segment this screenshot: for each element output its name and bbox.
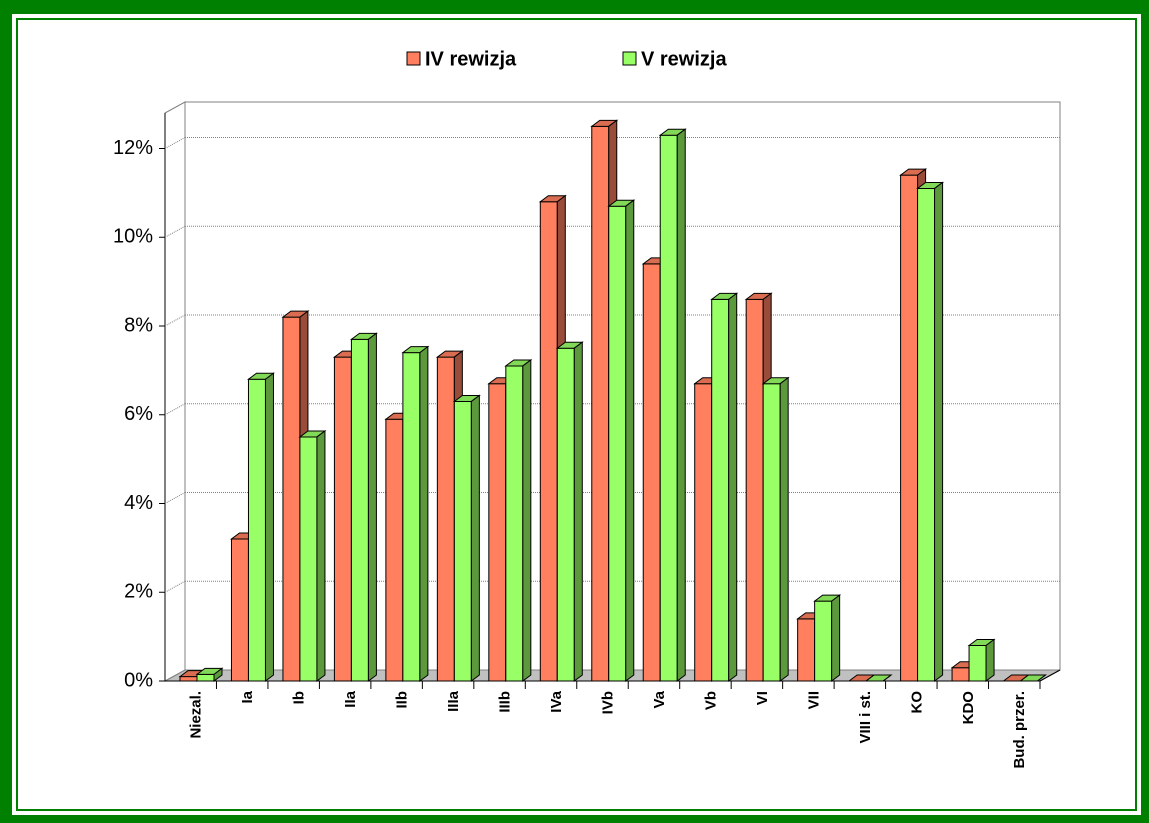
bar-front	[333, 356, 352, 682]
bar	[813, 594, 842, 682]
y-tick-label: 4%	[124, 492, 153, 514]
legend-swatch	[622, 51, 637, 66]
bar-front	[539, 201, 558, 682]
bar	[401, 345, 430, 682]
bar-front	[453, 400, 472, 682]
bar-side	[779, 376, 789, 682]
x-tick-label: IIIa	[445, 690, 462, 712]
bar	[864, 674, 893, 682]
x-tick-label: VI	[754, 691, 771, 705]
bar-front	[659, 134, 678, 682]
bar-front	[814, 600, 833, 682]
bar-front	[556, 347, 575, 682]
y-tick-label: 0%	[124, 669, 153, 691]
x-tick-label: Bud. przer.	[1011, 691, 1028, 769]
x-axis-depth	[1039, 669, 1061, 682]
legend-label: V rewizja	[641, 48, 727, 70]
bar	[916, 181, 945, 682]
x-tick-label: Ia	[239, 690, 256, 703]
bar-front	[900, 174, 919, 682]
x-tick-label: VIII i st.	[857, 691, 874, 744]
bar-front	[488, 383, 507, 682]
x-tick-label: Ib	[291, 691, 308, 704]
bar-front	[951, 667, 970, 682]
bar-side	[1037, 674, 1046, 682]
y-tick-label: 12%	[113, 137, 153, 159]
bar	[710, 292, 739, 682]
bar-side	[985, 638, 995, 682]
y-tick-label: 8%	[124, 314, 153, 336]
bar	[452, 394, 481, 682]
x-tick-label: KO	[908, 691, 925, 714]
bar-front	[968, 645, 987, 682]
bar-side	[419, 345, 429, 682]
bar-side	[573, 341, 583, 682]
bar-front	[436, 356, 455, 682]
x-tick-label: IIa	[342, 690, 359, 707]
side-wall	[164, 101, 186, 682]
bar-side	[676, 128, 686, 682]
x-tick-label: Niezal.	[188, 691, 205, 739]
bar	[607, 199, 636, 682]
bar-front	[196, 673, 215, 682]
bar-front	[402, 352, 421, 682]
bar	[658, 128, 687, 682]
y-tick-label: 2%	[124, 581, 153, 603]
x-tick-label: KDO	[960, 691, 977, 725]
bar	[1019, 674, 1048, 682]
inner-frame	[16, 18, 1137, 811]
bar-side	[728, 292, 738, 682]
x-tick-label: IIIb	[497, 691, 514, 713]
y-tick-label: 10%	[113, 226, 153, 248]
bar-side	[316, 429, 326, 682]
bar-front	[642, 263, 661, 682]
bar-front	[745, 298, 764, 682]
bar-front	[762, 383, 781, 682]
bar	[349, 332, 378, 682]
x-tick-label: IVb	[599, 691, 616, 714]
bar	[967, 638, 996, 682]
bar-front	[694, 383, 713, 682]
bar-side	[625, 199, 635, 682]
y-tick-label: 6%	[124, 403, 153, 425]
bar-side	[934, 181, 944, 682]
x-tick-label: IIb	[394, 691, 411, 709]
bar-front	[797, 618, 816, 682]
bar-front	[385, 418, 404, 682]
bar-front	[230, 538, 249, 682]
bar-side	[264, 372, 274, 682]
x-tick-label: VII	[805, 691, 822, 709]
bar	[761, 376, 790, 682]
bar-front	[179, 676, 198, 682]
x-tick-label: Vb	[702, 691, 719, 710]
legend-label: IV rewizja	[425, 48, 517, 70]
bar-front	[247, 378, 266, 682]
bar	[195, 667, 224, 682]
bar-side	[522, 358, 532, 682]
bar-side	[831, 594, 841, 682]
bar	[504, 358, 533, 682]
x-tick-label: Va	[651, 690, 668, 708]
bar-front	[917, 187, 936, 682]
bar-front	[299, 436, 318, 682]
bar-side	[882, 674, 892, 682]
bar	[298, 429, 327, 682]
bar-front	[608, 205, 627, 682]
legend-swatch	[406, 51, 421, 66]
bar	[555, 341, 584, 682]
bar-front	[591, 125, 610, 682]
bar-front	[350, 338, 369, 682]
bar-side	[213, 667, 223, 682]
bar-side	[470, 394, 480, 682]
bar-front	[505, 365, 524, 682]
bar-front	[282, 316, 301, 682]
bar-front	[711, 298, 730, 682]
bar	[246, 372, 275, 682]
x-tick-label: IVa	[548, 690, 565, 712]
bar-side	[367, 332, 377, 682]
